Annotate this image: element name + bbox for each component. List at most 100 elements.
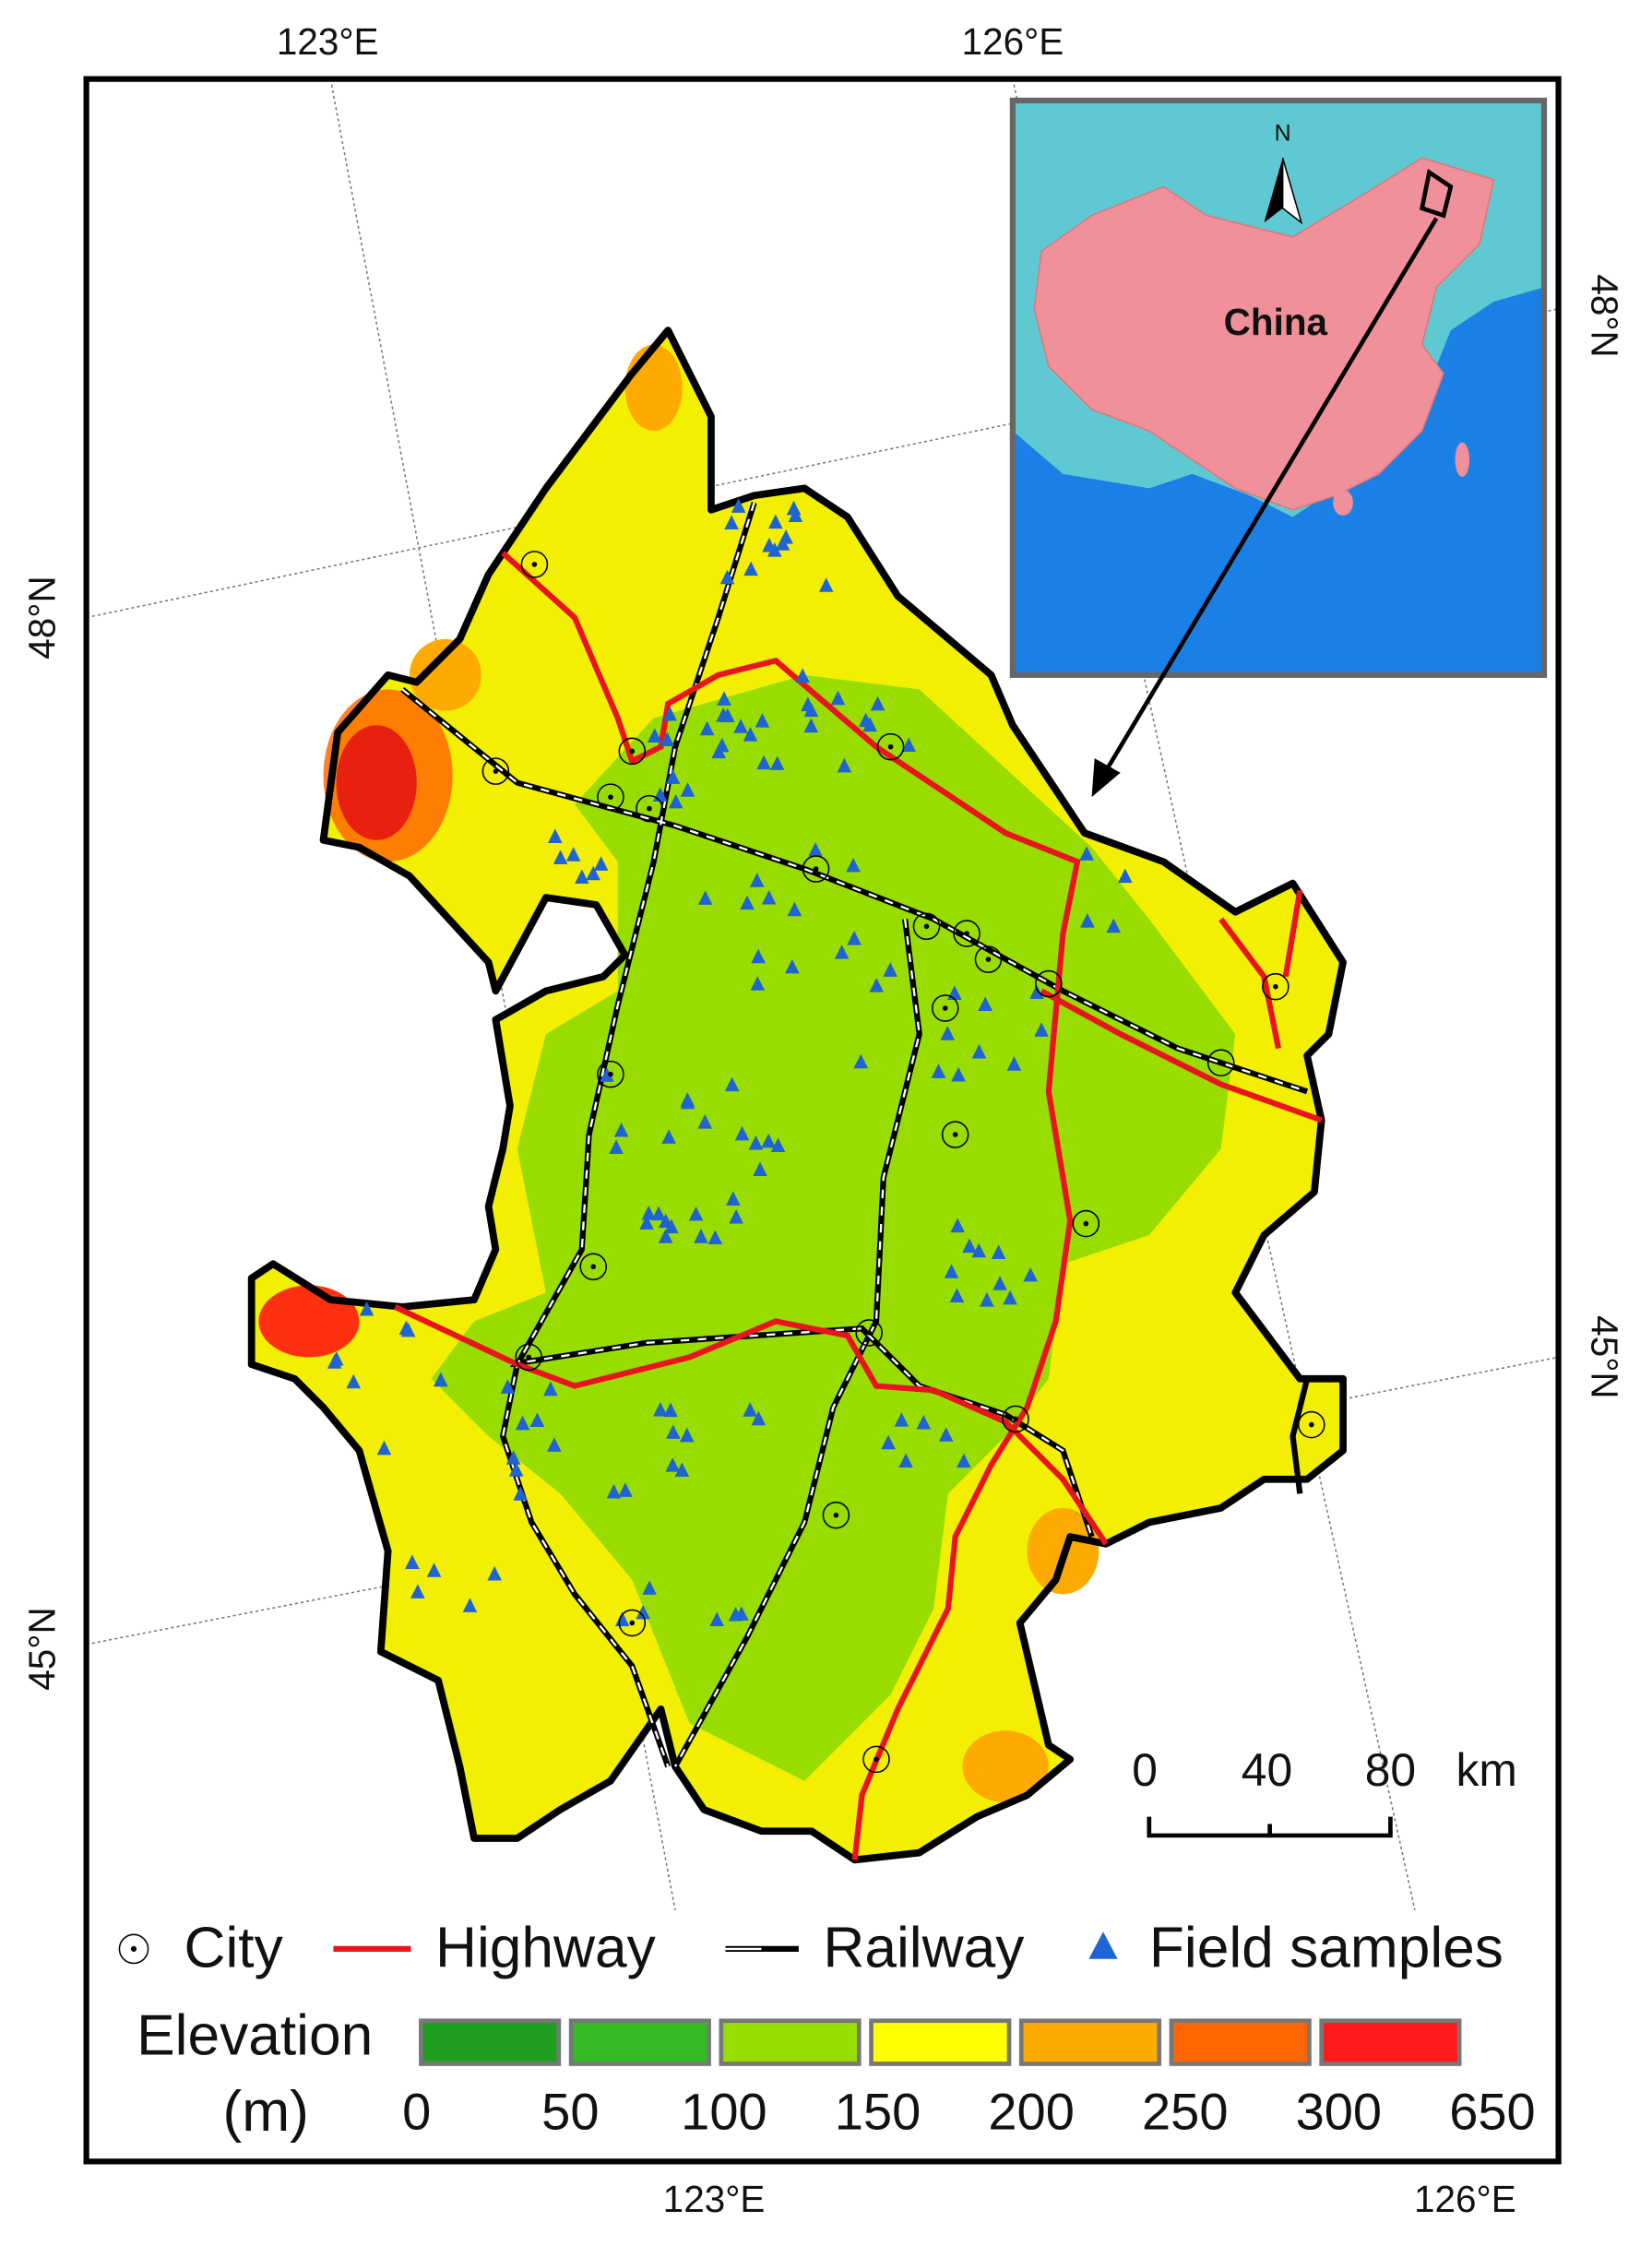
field-sample [788,507,803,522]
city-dot [833,1512,839,1518]
city-dot [1218,1060,1224,1066]
cities [481,551,1325,1774]
city [520,551,549,578]
elevation-break: 50 [541,2082,599,2140]
field-sample [980,1292,994,1307]
field-sample [697,890,713,905]
highland [258,1285,360,1358]
legend-city-symbol [130,1945,137,1953]
field-sample [1003,1289,1017,1305]
city [855,1319,884,1347]
legend-label: Highway [435,1916,657,1979]
field-sample [729,1208,743,1224]
graticule-label: 48°N [1583,274,1625,357]
field-sample [606,1483,622,1499]
field-sample [462,1598,478,1612]
field-sample [931,1064,946,1078]
field-sample [639,1215,654,1230]
field-sample [846,857,861,873]
field-sample [898,1453,913,1468]
city-dot [531,562,538,567]
field-sample [949,1288,965,1303]
city-dot [608,1071,613,1077]
island [1455,442,1470,477]
graticule-label: 123°E [277,20,379,63]
city [876,732,905,761]
field-sample [651,1206,666,1221]
elevation-break: 150 [835,2082,921,2140]
elevation-break: 250 [1142,2082,1229,2140]
field-sample [680,782,695,797]
highway [1282,889,1303,978]
field-sample [553,850,568,864]
highways [394,551,1323,1860]
field-sample [662,706,678,721]
city-dot [985,957,992,962]
field-sample [547,1437,562,1452]
field-sample [940,1026,956,1040]
inset-ocean [1012,287,1545,675]
city-dot [1083,1220,1089,1227]
north-arrow [1281,158,1303,225]
elevation-break: 200 [988,2082,1075,2140]
legend-label: Railway [823,1916,1025,1979]
scale-label: 40 [1242,1744,1292,1796]
scale-bar: 0 40 80 km [1132,1744,1517,1838]
field-sample [916,1414,932,1430]
field-sample [731,498,746,513]
railway [499,502,757,1768]
field-sample [733,719,748,733]
field-sample [957,1453,971,1468]
field-sample [680,1094,695,1110]
legend-label: Field samples [1149,1916,1503,1979]
field-sample [950,1218,965,1233]
field-sample [487,1565,502,1581]
field-sample [346,1373,362,1389]
field-sample [768,514,783,529]
field-sample [726,1191,741,1206]
elevation-title: Elevation [137,2003,373,2067]
field-sample [1029,984,1044,1000]
field-sample [697,1114,713,1129]
city-dot [1013,1416,1018,1422]
city [1297,1410,1325,1439]
scale-label: 0 [1132,1744,1158,1796]
field-sample [962,1238,977,1254]
field-sample [500,1379,516,1394]
field-sample [978,996,992,1011]
field-sample [1034,1022,1049,1037]
city [862,1745,890,1774]
field-sample [376,1440,392,1456]
field-sample [666,1424,681,1439]
railway-dashes [401,502,1308,1767]
field-sample [699,720,715,736]
legend-label: City [184,1916,284,1979]
city [912,912,941,941]
field-sample [548,828,563,844]
field-sample [762,537,777,553]
graticule-label: 126°E [962,20,1064,63]
field-sample [674,1462,690,1478]
field-sample [795,668,810,683]
field-sample [992,1276,1007,1290]
field-sample [801,696,815,712]
city-dot [590,1264,597,1270]
field-sample [901,737,916,753]
field-sample [618,1482,633,1497]
field-sample [359,1301,374,1316]
field-sample [770,1137,786,1153]
field-sample [613,1122,629,1137]
field-sample [575,869,589,885]
pointer-arrowhead [1091,758,1121,798]
field-sample [944,1264,959,1278]
railway [401,688,1308,1093]
city-dot [1046,980,1052,987]
field-sample [769,755,785,770]
field-sample [665,1457,681,1472]
city-dot [952,1132,958,1137]
elevation-class [568,2018,711,2066]
city-dot [923,923,930,930]
graticule-label: 126°E [1414,2178,1516,2220]
field-sample [740,895,755,910]
field-sample [751,1410,767,1426]
